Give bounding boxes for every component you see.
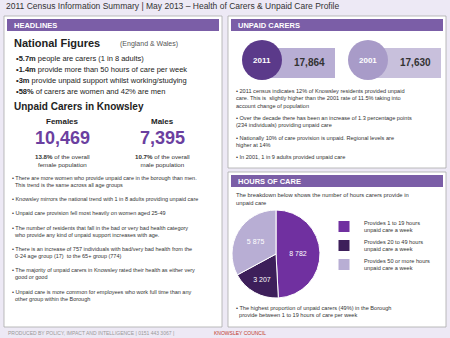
svg-text:17,864: 17,864 [294,57,325,68]
svg-text:• The number of residents that: • The number of residents that fall in t… [12,225,188,238]
svg-text:• 2011 census indicates 12% of: • 2011 census indicates 12% of Knowsley … [236,88,405,109]
svg-text:HOURS OF CARE: HOURS OF CARE [238,177,301,186]
svg-text:2011 Census Information Summar: 2011 Census Information Summary | May 20… [6,1,340,11]
svg-text:The breakdown below shows the: The breakdown below shows the number of … [236,192,409,206]
svg-text:Males: Males [151,117,174,126]
svg-text:National Figures: National Figures [14,37,100,49]
svg-text:• There are more women who pro: • There are more women who provide unpai… [12,175,197,188]
svg-text:3 207: 3 207 [253,276,271,283]
svg-text:•58% of carers are women and 4: •58% of carers are women and 42% are men [16,87,165,96]
svg-text:• Over the decade there has be: • Over the decade there has been an incr… [236,115,412,128]
svg-text:Provides 50 or more hoursunpai: Provides 50 or more hoursunpaid care a w… [364,258,430,271]
svg-text:• Nationally 10% of care provi: • Nationally 10% of care provision is un… [236,135,394,148]
svg-text:Unpaid Carers in Knowsley: Unpaid Carers in Knowsley [14,101,144,112]
svg-text:13.8% of the overallfemale pop: 13.8% of the overallfemale population [35,153,90,168]
svg-text:• Unpaid care is more common f: • Unpaid care is more common for employe… [12,289,191,302]
svg-text:•3m provide unpaid support whi: •3m provide unpaid support whilst workin… [16,76,187,85]
svg-text:(England & Wales): (England & Wales) [120,40,178,48]
svg-text:KNOWSLEY COUNCIL: KNOWSLEY COUNCIL [214,330,266,336]
svg-text:• The highest proportion of un: • The highest proportion of unpaid carer… [236,305,391,318]
svg-text:Provides 1 to 19 hoursunpaid c: Provides 1 to 19 hoursunpaid care a week [364,220,420,233]
svg-text:2011: 2011 [253,56,271,65]
svg-text:10,469: 10,469 [35,128,90,148]
svg-text:PRODUCED BY POLICY, IMPACT AND: PRODUCED BY POLICY, IMPACT AND INTELLIGE… [8,330,174,336]
svg-text:• Knowsley mirrors the nationa: • Knowsley mirrors the national trend wi… [12,196,198,202]
svg-text:HEADLINES: HEADLINES [14,21,57,30]
svg-text:Provides 20 to 49 hoursunpaid: Provides 20 to 49 hoursunpaid care a wee… [364,239,423,252]
svg-text:2001: 2001 [359,56,377,65]
svg-text:•1.4m provide more than 50 hou: •1.4m provide more than 50 hours of care… [16,65,187,74]
svg-text:• Unpaid care provision fell m: • Unpaid care provision fell most heavil… [12,210,166,216]
svg-text:10.7% of the overallmale popul: 10.7% of the overallmale population [135,153,190,168]
svg-text:7,395: 7,395 [140,128,185,148]
svg-text:5 875: 5 875 [247,238,265,245]
svg-text:• There is an increase of 757: • There is an increase of 757 individual… [12,246,192,259]
svg-text:Females: Females [46,117,79,126]
svg-text:8 782: 8 782 [289,250,307,257]
svg-text:• In 2001, 1 in 9 adults provi: • In 2001, 1 in 9 adults provided unpaid… [236,154,345,160]
svg-text:17,630: 17,630 [400,57,431,68]
svg-text:•5.7m people are carers (1 in: •5.7m people are carers (1 in 8 adults) [16,54,144,63]
svg-text:UNPAID CARERS: UNPAID CARERS [238,21,300,30]
svg-text:• The majority of unpaid carer: • The majority of unpaid carers in Knows… [12,267,195,280]
